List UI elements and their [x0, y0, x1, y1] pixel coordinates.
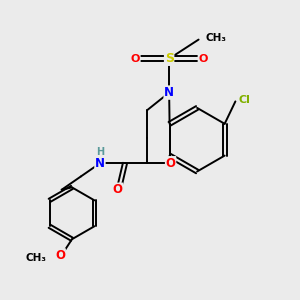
Text: H: H [97, 147, 105, 157]
Text: O: O [112, 183, 123, 196]
Text: O: O [198, 54, 208, 64]
Text: S: S [165, 52, 174, 65]
Text: O: O [130, 54, 140, 64]
Text: N: N [164, 86, 174, 99]
Text: O: O [55, 249, 65, 262]
Text: Cl: Cl [238, 95, 250, 105]
Text: O: O [166, 157, 176, 170]
Text: CH₃: CH₃ [26, 254, 47, 263]
Text: CH₃: CH₃ [206, 33, 227, 43]
Text: N: N [95, 157, 105, 170]
